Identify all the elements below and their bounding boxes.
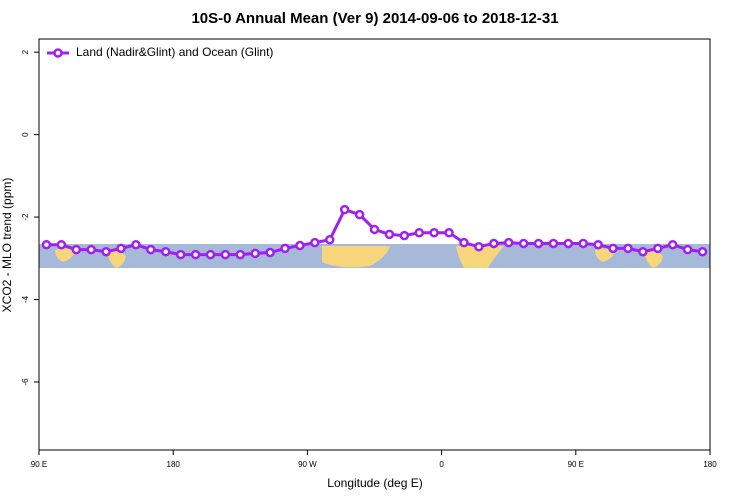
y-axis-label: XCO2 - MLO trend (ppm) — [0, 178, 14, 313]
data-point — [518, 238, 529, 249]
y-tick-label: 0 — [21, 132, 30, 137]
y-tick-label: -4 — [21, 295, 30, 303]
data-point — [280, 243, 290, 254]
data-point — [533, 238, 544, 249]
data-point — [623, 243, 633, 254]
plot-frame — [38, 38, 711, 451]
data-point — [220, 249, 231, 260]
data-point — [354, 209, 365, 220]
data-point — [325, 235, 335, 245]
data-point — [146, 244, 156, 255]
data-point — [250, 248, 260, 259]
data-point — [190, 249, 201, 260]
y-tick-label: -2 — [21, 213, 30, 221]
data-point — [414, 228, 424, 238]
data-point — [474, 242, 484, 252]
data-point — [563, 238, 574, 249]
x-tick-label: 180 — [167, 460, 181, 469]
data-point — [548, 238, 559, 249]
y-tick-label: 2 — [21, 49, 30, 54]
data-point — [175, 249, 186, 260]
data-point — [265, 247, 275, 258]
data-point — [235, 249, 246, 260]
chart-title: 10S-0 Annual Mean (Ver 9) 2014-09-06 to … — [191, 10, 558, 27]
x-tick-label: 90 E — [568, 460, 584, 469]
legend-marker — [53, 48, 63, 58]
x-tick-label: 90 E — [31, 460, 47, 469]
x-tick-label: 180 — [703, 460, 717, 469]
data-point — [667, 239, 678, 250]
data-point — [131, 239, 141, 250]
data-point — [101, 246, 111, 257]
data-point — [429, 228, 439, 238]
data-point — [339, 204, 350, 215]
data-point — [384, 229, 395, 240]
data-point — [638, 246, 648, 257]
data-point — [444, 228, 454, 238]
data-point — [71, 244, 82, 255]
data-point — [116, 243, 126, 254]
data-point — [459, 237, 469, 248]
legend-label: Land (Nadir&Glint) and Ocean (Glint) — [76, 45, 273, 59]
data-point — [608, 243, 618, 254]
data-point — [160, 246, 171, 257]
data-point — [489, 238, 499, 249]
data-point — [369, 224, 380, 235]
data-point — [399, 230, 410, 241]
x-tick-label: 90 W — [298, 460, 317, 469]
data-point — [653, 243, 663, 254]
data-point — [503, 237, 514, 248]
data-point — [205, 249, 216, 260]
data-point — [697, 246, 708, 257]
data-point — [86, 244, 96, 255]
data-point — [310, 237, 320, 248]
data-point — [56, 239, 67, 250]
y-tick-label: -6 — [21, 378, 30, 386]
data-point — [41, 239, 52, 250]
x-axis-label: Longitude (deg E) — [327, 476, 422, 490]
data-point — [593, 239, 603, 250]
data-point — [682, 244, 693, 255]
x-tick-label: 0 — [439, 460, 444, 469]
data-point — [578, 238, 589, 249]
data-point — [295, 240, 305, 251]
